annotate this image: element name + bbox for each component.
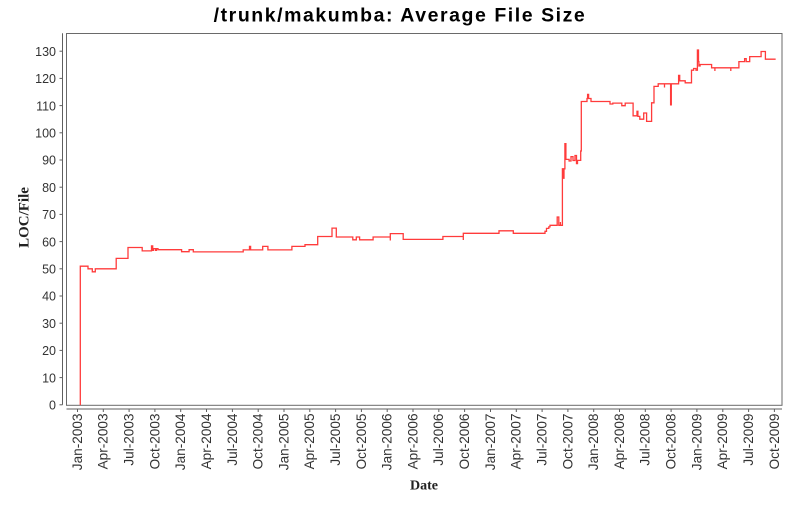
svg-text:Date: Date (410, 479, 438, 494)
svg-text:Apr-2006: Apr-2006 (405, 414, 420, 470)
svg-text:0: 0 (49, 399, 56, 413)
svg-text:Oct-2006: Oct-2006 (457, 414, 472, 470)
svg-text:Jan-2009: Jan-2009 (689, 414, 704, 471)
svg-text:50: 50 (42, 263, 56, 277)
svg-text:Oct-2003: Oct-2003 (147, 414, 162, 470)
svg-text:Oct-2007: Oct-2007 (560, 414, 575, 470)
svg-text:100: 100 (35, 127, 56, 141)
svg-text:Oct-2005: Oct-2005 (354, 414, 369, 470)
svg-text:Jan-2008: Jan-2008 (586, 414, 601, 471)
svg-text:130: 130 (35, 45, 56, 59)
svg-text:40: 40 (42, 290, 56, 304)
svg-text:Oct-2009: Oct-2009 (767, 414, 782, 470)
svg-text:30: 30 (42, 317, 56, 331)
svg-text:Apr-2007: Apr-2007 (509, 414, 524, 470)
svg-text:20: 20 (42, 344, 56, 358)
svg-text:Jul-2007: Jul-2007 (534, 414, 549, 466)
svg-text:Apr-2005: Apr-2005 (302, 414, 317, 470)
svg-text:Jul-2006: Jul-2006 (431, 414, 446, 466)
svg-text:10: 10 (42, 371, 56, 385)
svg-text:/trunk/makumba: Average File S: /trunk/makumba: Average File Size (214, 5, 587, 27)
svg-text:Oct-2008: Oct-2008 (663, 414, 678, 470)
svg-text:70: 70 (42, 208, 56, 222)
svg-text:60: 60 (42, 235, 56, 249)
svg-text:Jul-2008: Jul-2008 (638, 414, 653, 466)
svg-text:120: 120 (35, 72, 56, 86)
svg-text:Jan-2003: Jan-2003 (70, 414, 85, 471)
svg-text:Jul-2009: Jul-2009 (741, 414, 756, 466)
svg-text:Apr-2003: Apr-2003 (96, 414, 111, 470)
svg-text:Jan-2006: Jan-2006 (380, 414, 395, 471)
svg-text:Jul-2003: Jul-2003 (121, 414, 136, 466)
svg-text:Apr-2004: Apr-2004 (199, 413, 214, 469)
svg-text:Jan-2007: Jan-2007 (483, 414, 498, 471)
svg-text:90: 90 (42, 154, 56, 168)
svg-text:Jul-2004: Jul-2004 (225, 413, 240, 466)
svg-text:Jan-2005: Jan-2005 (276, 414, 291, 471)
svg-text:Apr-2008: Apr-2008 (612, 414, 627, 470)
svg-text:Apr-2009: Apr-2009 (715, 414, 730, 470)
svg-text:Oct-2004: Oct-2004 (251, 413, 266, 469)
svg-text:110: 110 (36, 99, 56, 113)
svg-text:Jul-2005: Jul-2005 (328, 414, 343, 466)
svg-text:LOC/File: LOC/File (17, 187, 33, 248)
svg-text:80: 80 (42, 181, 56, 195)
svg-text:Jan-2004: Jan-2004 (173, 413, 188, 470)
